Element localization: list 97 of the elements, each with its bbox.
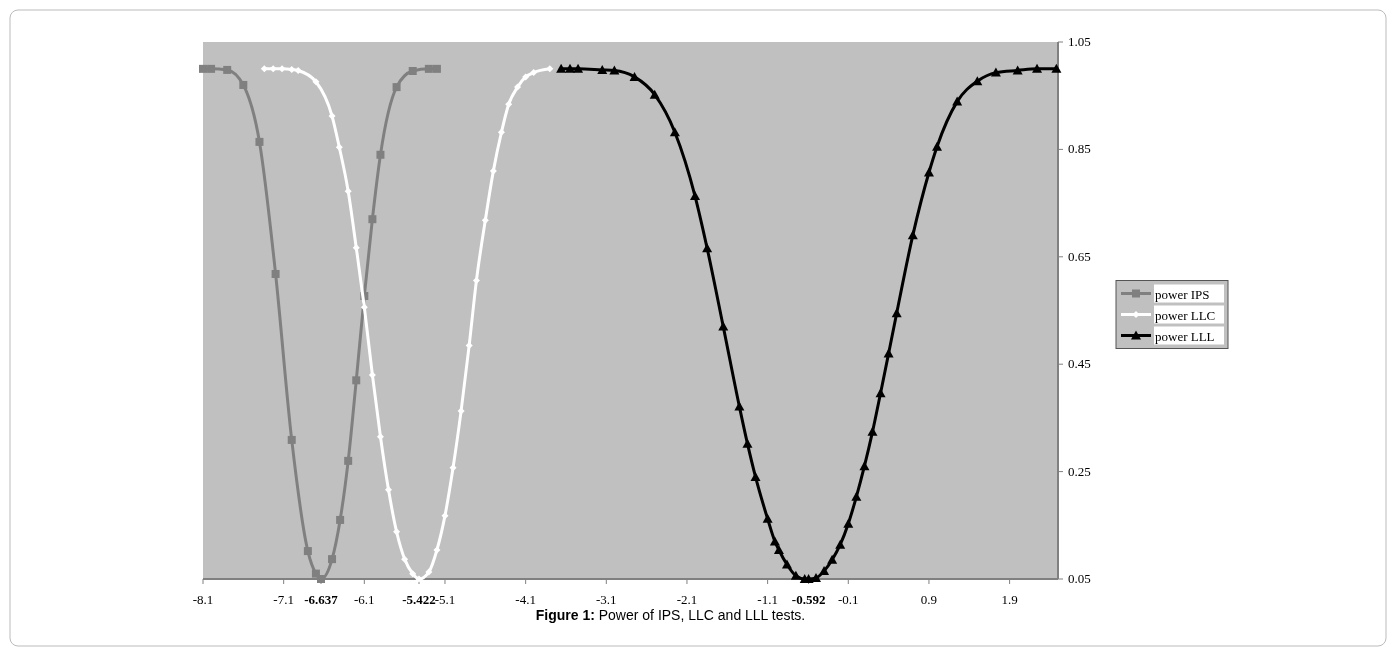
x-tick-label: 0.9: [920, 592, 938, 607]
point: [883, 348, 894, 358]
y-tick-label: 0.65: [1068, 248, 1091, 264]
point: [255, 137, 264, 146]
point: [690, 191, 701, 201]
point: [425, 568, 433, 576]
point: [239, 80, 248, 89]
x-tick-label: -4.1: [515, 592, 536, 607]
point: [669, 127, 680, 137]
y-tick-label: 0.25: [1068, 463, 1091, 479]
point: [481, 216, 489, 224]
point: [376, 433, 384, 441]
point: [317, 575, 326, 583]
text: Figure 1: Power of IPS, LLC and LLL tests.: [535, 607, 806, 623]
x-tick-label: -0.1: [837, 592, 859, 607]
y-tick-label: 0.85: [1068, 141, 1091, 157]
point: [952, 96, 963, 106]
point: [819, 565, 830, 575]
point: [328, 555, 337, 564]
point: [522, 73, 530, 81]
legend-label: power LLL: [1155, 328, 1215, 344]
point: [649, 89, 660, 99]
point: [565, 63, 575, 73]
point: [199, 64, 207, 73]
point: [260, 65, 268, 73]
point: [433, 546, 441, 554]
point: [718, 321, 729, 331]
point: [773, 545, 784, 554]
point: [573, 63, 584, 73]
point: [497, 128, 505, 136]
point: [1032, 63, 1043, 73]
y-tick-label: 0.45: [1068, 356, 1091, 372]
point: [424, 64, 433, 73]
point: [368, 215, 377, 224]
point: [990, 67, 1001, 77]
legend-label: power LLC: [1155, 307, 1216, 323]
point: [790, 570, 801, 580]
x-tick-label: -0.592: [791, 592, 826, 607]
point: [271, 269, 280, 278]
x-tick-label: -2.1: [676, 592, 698, 607]
point: [835, 539, 846, 549]
y-tick-label: 0.05: [1068, 571, 1091, 586]
point: [312, 78, 320, 86]
point: [207, 64, 216, 73]
point: [851, 491, 862, 501]
point: [352, 376, 361, 385]
point: [303, 547, 312, 556]
point: [827, 554, 838, 564]
x-tick-label: -6.637: [304, 592, 339, 607]
point: [514, 83, 522, 91]
point: [530, 69, 538, 77]
point: [335, 143, 343, 151]
x-tick-label: -8.1: [192, 592, 214, 607]
x-tick-label: -5.1: [434, 592, 456, 607]
point: [1051, 63, 1062, 73]
point: [781, 559, 792, 569]
point: [867, 426, 878, 436]
point: [702, 243, 713, 253]
x-tick-label: -3.1: [596, 592, 617, 607]
x-tick-label: -1.1: [757, 592, 778, 607]
point: [393, 528, 401, 536]
point: [409, 570, 417, 578]
point: [344, 456, 353, 465]
point: [294, 66, 302, 74]
point: [336, 515, 345, 524]
x-tick-label: -5.422: [402, 592, 436, 607]
point: [287, 435, 296, 444]
legend-label: power IPS: [1155, 286, 1210, 302]
point: [932, 141, 943, 151]
point: [392, 83, 401, 92]
x-tick-label: -6.1: [354, 592, 375, 607]
point: [907, 230, 918, 240]
point: [385, 486, 393, 494]
point: [546, 65, 554, 73]
point: [811, 572, 822, 582]
point: [734, 401, 745, 411]
point: [843, 518, 854, 528]
point: [597, 64, 608, 74]
y-tick-label: 1.05: [1068, 34, 1091, 49]
point: [223, 65, 232, 74]
x-tick-label: -7.1: [273, 592, 294, 607]
point: [859, 461, 870, 471]
x-tick-label: 1.9: [1001, 592, 1018, 607]
point: [489, 167, 497, 175]
point: [376, 150, 385, 159]
point: [432, 64, 441, 73]
point: [891, 308, 902, 318]
point: [328, 112, 336, 120]
point: [505, 100, 513, 108]
point: [556, 63, 567, 73]
point: [401, 555, 409, 563]
point: [875, 388, 886, 398]
point: [762, 513, 773, 523]
point: [368, 371, 376, 379]
point: [769, 536, 780, 546]
point: [972, 76, 983, 86]
point: [408, 67, 417, 75]
